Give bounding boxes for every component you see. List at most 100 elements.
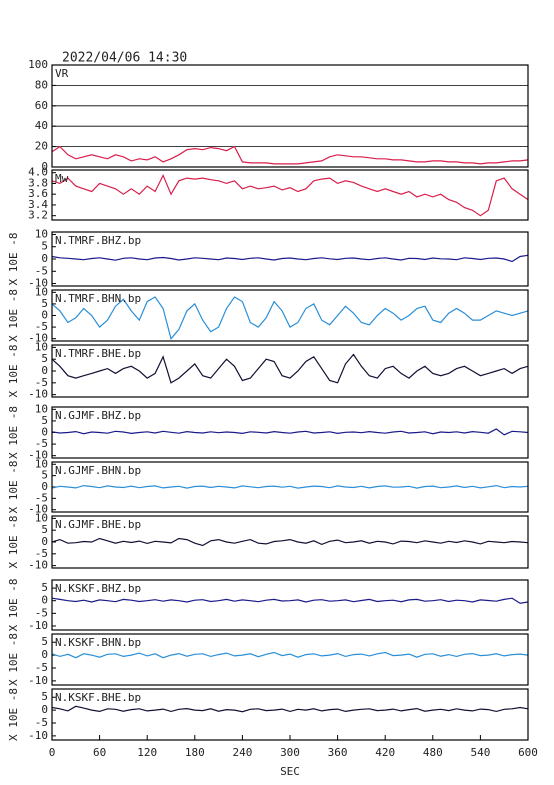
trace-name: N.TMRF.BHN.bp bbox=[55, 292, 141, 305]
panel-frame bbox=[51, 169, 529, 221]
trace bbox=[51, 296, 529, 340]
y-axis-label: X 10E -8 bbox=[7, 461, 20, 514]
trace bbox=[51, 353, 529, 384]
trace bbox=[51, 651, 529, 659]
trace-name: N.GJMF.BHZ.bp bbox=[55, 409, 141, 422]
y-tick-label: 10 bbox=[35, 227, 48, 240]
y-tick-label: 5 bbox=[41, 240, 48, 253]
x-tick-label: 480 bbox=[423, 746, 443, 759]
y-axis-label: X 10E -8 bbox=[7, 516, 20, 569]
y-tick-label: -10 bbox=[28, 503, 48, 516]
x-axis-label: SEC bbox=[280, 765, 300, 778]
y-tick-label: 5 bbox=[41, 635, 48, 648]
y-tick-label: -10 bbox=[28, 559, 48, 572]
y-axis-label: X 10E -8 bbox=[7, 289, 20, 342]
trace-name: N.TMRF.BHE.bp bbox=[55, 347, 141, 360]
y-tick-label: -5 bbox=[35, 547, 48, 560]
x-tick-label: 240 bbox=[232, 746, 252, 759]
y-axis-label: X 10E -8 bbox=[7, 406, 20, 459]
y-tick-label: 0 bbox=[41, 648, 48, 661]
y-tick-label: 0 bbox=[41, 160, 48, 173]
y-tick-label: -10 bbox=[28, 619, 48, 632]
x-tick-label: 360 bbox=[328, 746, 348, 759]
y-axis-label: X 10E -8 bbox=[7, 579, 20, 632]
y-tick-label: 80 bbox=[35, 78, 48, 91]
x-tick-label: 120 bbox=[137, 746, 157, 759]
y-tick-label: -5 bbox=[35, 376, 48, 389]
trace-name: N.GJMF.BHE.bp bbox=[55, 518, 141, 531]
y-tick-label: -5 bbox=[35, 264, 48, 277]
trace bbox=[51, 254, 529, 263]
y-tick-label: 60 bbox=[35, 99, 48, 112]
panel-frame bbox=[51, 461, 529, 513]
y-tick-label: -5 bbox=[35, 320, 48, 333]
trace bbox=[51, 145, 529, 165]
y-axis-label: X 10E -8 bbox=[7, 345, 20, 398]
panel-frame bbox=[51, 231, 529, 287]
panel-frame bbox=[51, 633, 529, 686]
y-tick-label: 10 bbox=[35, 457, 48, 470]
y-tick-label: 5 bbox=[41, 469, 48, 482]
trace-name: N.TMRF.BHZ.bp bbox=[55, 234, 141, 247]
y-tick-label: -5 bbox=[35, 661, 48, 674]
trace bbox=[51, 597, 529, 604]
y-tick-label: 10 bbox=[35, 402, 48, 415]
x-tick-label: 60 bbox=[93, 746, 106, 759]
y-tick-label: 5 bbox=[41, 414, 48, 427]
trace bbox=[51, 484, 529, 489]
y-tick-label: -10 bbox=[28, 332, 48, 345]
panel-frame bbox=[51, 289, 529, 342]
y-tick-label: 100 bbox=[28, 58, 48, 71]
x-tick-label: 420 bbox=[375, 746, 395, 759]
y-tick-label: -10 bbox=[28, 277, 48, 290]
y-tick-label: 3.8 bbox=[28, 176, 48, 189]
trace-name: N.KSKF.BHE.bp bbox=[55, 691, 141, 704]
y-tick-label: 3.2 bbox=[28, 209, 48, 222]
x-tick-label: 180 bbox=[185, 746, 205, 759]
y-tick-label: 3.6 bbox=[28, 187, 48, 200]
y-tick-label: 5 bbox=[41, 523, 48, 536]
chart-title: 2022/04/06 14:30 bbox=[62, 51, 187, 66]
y-tick-label: 40 bbox=[35, 119, 48, 132]
y-tick-label: -10 bbox=[28, 449, 48, 462]
panel-frame bbox=[51, 406, 529, 459]
trace bbox=[51, 537, 529, 547]
x-tick-label: 300 bbox=[280, 746, 300, 759]
trace-name: N.KSKF.BHZ.bp bbox=[55, 582, 141, 595]
y-tick-label: 0 bbox=[41, 252, 48, 265]
y-tick-label: 5 bbox=[41, 352, 48, 365]
y-tick-label: 0 bbox=[41, 364, 48, 377]
trace-name: N.GJMF.BHN.bp bbox=[55, 464, 141, 477]
trace-name: Mw bbox=[55, 172, 69, 185]
y-tick-label: 0 bbox=[41, 535, 48, 548]
trace-name: VR bbox=[55, 67, 69, 80]
y-tick-label: 0 bbox=[41, 309, 48, 322]
trace-name: N.KSKF.BHN.bp bbox=[55, 636, 141, 649]
y-tick-label: 10 bbox=[35, 285, 48, 298]
panel-frame bbox=[51, 515, 529, 569]
y-axis-label: X 10E -8 bbox=[7, 633, 20, 686]
y-tick-label: -5 bbox=[35, 606, 48, 619]
y-tick-label: 5 bbox=[41, 581, 48, 594]
trace bbox=[51, 173, 529, 217]
x-tick-label: 540 bbox=[470, 746, 490, 759]
y-tick-label: 4.0 bbox=[28, 166, 48, 179]
y-tick-label: 20 bbox=[35, 140, 48, 153]
y-tick-label: -5 bbox=[35, 491, 48, 504]
panel-frame bbox=[51, 579, 529, 631]
trace bbox=[51, 428, 529, 436]
y-tick-label: 10 bbox=[35, 340, 48, 353]
y-tick-label: -10 bbox=[28, 388, 48, 401]
y-tick-label: 10 bbox=[35, 511, 48, 524]
y-tick-label: -5 bbox=[35, 437, 48, 450]
y-tick-label: 0 bbox=[41, 426, 48, 439]
y-tick-label: 3.4 bbox=[28, 198, 48, 211]
y-tick-label: 0 bbox=[41, 703, 48, 716]
panel-frame bbox=[51, 64, 529, 168]
y-tick-label: -5 bbox=[35, 716, 48, 729]
x-tick-label: 0 bbox=[49, 746, 56, 759]
y-tick-label: 5 bbox=[41, 690, 48, 703]
y-tick-label: 0 bbox=[41, 480, 48, 493]
